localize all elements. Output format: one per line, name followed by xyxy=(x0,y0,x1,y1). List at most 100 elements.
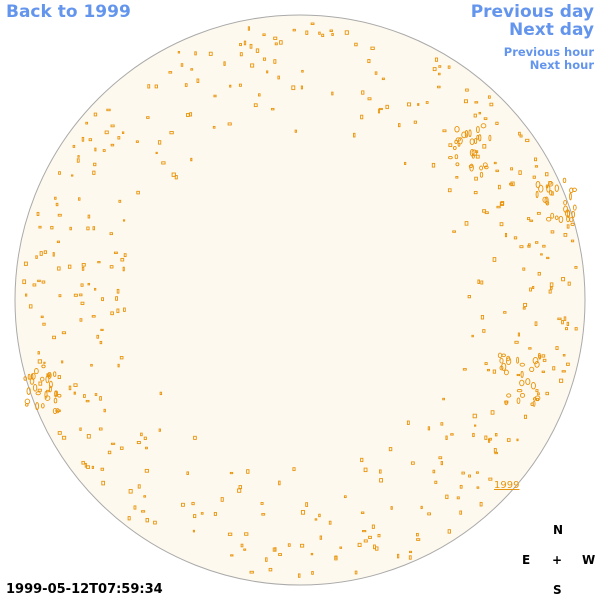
feature-mark xyxy=(193,514,197,519)
feature-mark xyxy=(339,546,343,549)
feature-mark xyxy=(510,181,515,187)
feature-mark xyxy=(523,414,528,419)
feature-mark xyxy=(516,438,519,442)
feature-mark xyxy=(91,465,94,469)
feature-mark xyxy=(506,355,511,362)
feature-mark xyxy=(448,155,453,160)
feature-mark xyxy=(29,377,35,385)
feature-mark xyxy=(103,408,106,413)
feature-mark xyxy=(407,102,412,107)
feature-mark xyxy=(258,93,261,97)
feature-mark xyxy=(483,117,488,120)
feature-mark xyxy=(268,567,273,572)
feature-mark xyxy=(464,221,469,226)
feature-mark xyxy=(86,226,90,231)
feature-mark xyxy=(558,215,564,223)
feature-mark xyxy=(465,88,469,92)
feature-mark xyxy=(45,375,50,384)
feature-mark xyxy=(100,328,104,331)
feature-mark xyxy=(488,477,493,481)
feature-mark xyxy=(549,190,553,196)
feature-mark xyxy=(534,361,540,368)
feature-mark xyxy=(360,114,364,120)
feature-mark xyxy=(87,214,91,219)
next-day-link[interactable]: Next day xyxy=(509,20,594,40)
feature-mark xyxy=(537,352,541,359)
feature-mark xyxy=(519,392,526,398)
feature-mark xyxy=(467,295,471,299)
feature-mark xyxy=(329,29,333,32)
feature-mark xyxy=(90,363,93,367)
feature-mark xyxy=(116,308,120,314)
feature-mark xyxy=(427,512,431,516)
feature-mark xyxy=(374,71,378,75)
feature-mark xyxy=(474,424,477,427)
feature-mark xyxy=(432,67,437,72)
feature-mark xyxy=(123,307,126,312)
feature-mark xyxy=(300,85,303,90)
feature-mark xyxy=(110,311,114,316)
region-link[interactable]: 1999 xyxy=(494,480,519,491)
feature-mark xyxy=(489,102,494,107)
feature-mark xyxy=(168,71,173,74)
feature-mark xyxy=(569,187,574,194)
feature-mark xyxy=(516,373,521,377)
feature-mark xyxy=(238,485,242,489)
feature-mark xyxy=(473,191,478,195)
feature-mark xyxy=(572,187,577,192)
feature-mark xyxy=(39,376,45,382)
feature-mark xyxy=(194,51,197,56)
feature-mark xyxy=(542,358,547,362)
feature-mark xyxy=(503,311,507,314)
feature-mark xyxy=(239,43,242,47)
feature-mark xyxy=(434,57,439,62)
feature-mark xyxy=(113,251,118,254)
feature-mark xyxy=(548,181,554,187)
feature-mark xyxy=(397,553,400,559)
feature-mark xyxy=(563,205,569,213)
feature-mark xyxy=(53,397,58,404)
feature-mark xyxy=(442,397,445,401)
back-to-year-link[interactable]: Back to 1999 xyxy=(6,2,131,22)
next-hour-link[interactable]: Next hour xyxy=(529,58,594,72)
feature-mark xyxy=(381,77,385,81)
feature-mark xyxy=(181,502,185,507)
feature-mark xyxy=(79,293,83,297)
feature-mark xyxy=(57,375,61,379)
region-label[interactable]: 1999 xyxy=(494,480,519,491)
feature-mark xyxy=(522,267,526,271)
feature-mark xyxy=(271,107,275,111)
feature-mark xyxy=(57,266,61,271)
compass-center-icon: + xyxy=(552,553,563,567)
feature-mark xyxy=(567,281,571,286)
previous-day-link[interactable]: Previous day xyxy=(470,2,594,22)
feature-mark xyxy=(445,435,448,440)
feature-mark xyxy=(440,461,443,466)
feature-mark xyxy=(79,427,82,431)
feature-mark xyxy=(353,132,356,138)
feature-mark xyxy=(44,395,51,401)
feature-mark xyxy=(565,327,568,331)
timestamp-label: 1999-05-12T07:59:34 xyxy=(6,582,163,597)
feature-mark xyxy=(128,489,133,494)
feature-mark xyxy=(291,85,296,91)
previous-hour-link[interactable]: Previous hour xyxy=(503,45,594,59)
feature-mark xyxy=(468,164,473,169)
feature-mark xyxy=(472,432,475,438)
feature-mark xyxy=(516,397,521,405)
feature-mark xyxy=(253,103,258,108)
feature-mark xyxy=(510,167,514,171)
feature-mark xyxy=(474,101,479,104)
feature-mark xyxy=(519,134,523,138)
feature-mark xyxy=(96,334,100,339)
feature-mark xyxy=(305,30,309,35)
feature-mark xyxy=(38,381,43,386)
feature-mark xyxy=(331,32,334,36)
feature-mark xyxy=(525,138,530,143)
feature-mark xyxy=(76,158,80,163)
feature-mark xyxy=(482,209,487,213)
feature-mark xyxy=(54,390,58,398)
feature-mark xyxy=(447,188,452,193)
feature-mark xyxy=(440,422,444,426)
feature-mark xyxy=(532,175,536,179)
